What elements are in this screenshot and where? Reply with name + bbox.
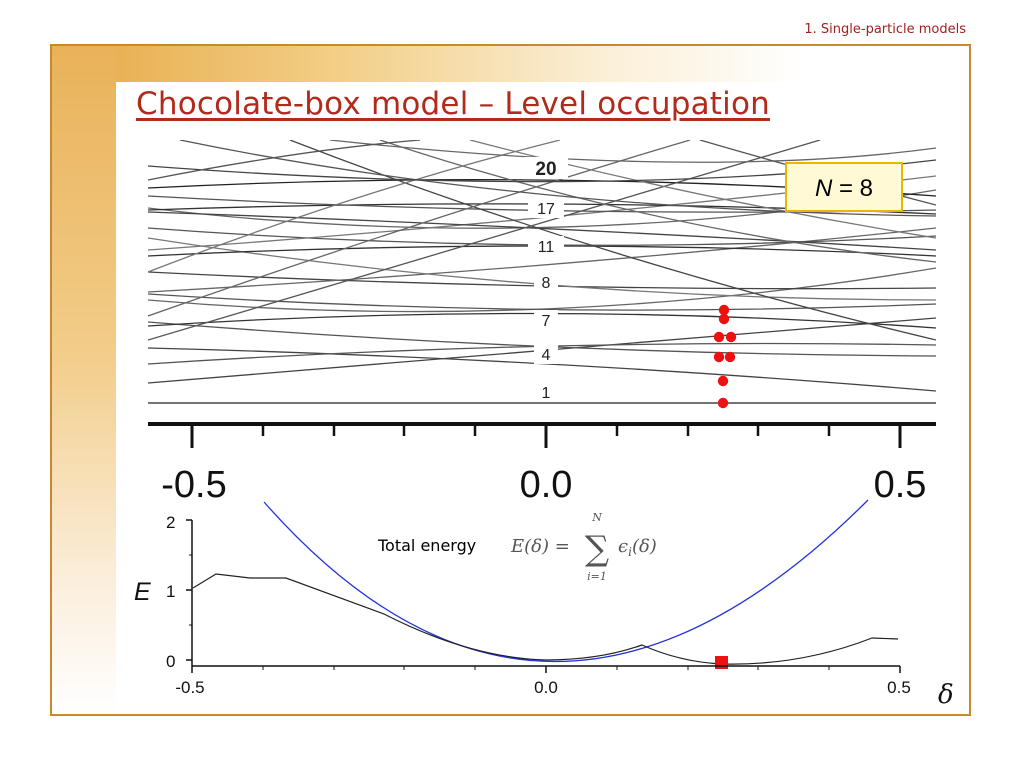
occupation-dot [718, 304, 730, 316]
total-energy-curve [192, 573, 899, 665]
level-curve [148, 140, 561, 273]
occupation-dot [725, 331, 737, 343]
lower-y-axis-label: E [134, 578, 151, 606]
level-curve [289, 140, 936, 341]
formula-summand: ϵ [618, 536, 628, 557]
lower-x-axis-label: δ [938, 680, 954, 710]
lower-y-tick-1: 1 [166, 582, 175, 601]
formula-lhs: E(δ) = [510, 536, 570, 557]
level-label-7: 7 [542, 313, 551, 330]
svg-text:N = 8: N = 8 [815, 175, 873, 202]
level-curve [179, 140, 936, 217]
lower-x-tick-half: 0.5 [887, 678, 911, 697]
upper-tick-label-half: 0.5 [874, 464, 927, 506]
lower-y-tick-2: 2 [166, 513, 175, 532]
formula-sum-symbol: ∑ [585, 529, 609, 569]
decorative-gradient-left [52, 46, 116, 714]
total-energy-plot: 2 1 0 -0.5 0.0 0.5 E δ Total energy E(δ)… [134, 499, 954, 710]
particle-count-box: N = 8 [785, 162, 903, 212]
upper-tick-label-minus-half: -0.5 [161, 464, 226, 506]
minimum-marker [715, 656, 728, 669]
occupation-dot [717, 397, 729, 409]
slide-title: Chocolate-box model – Level occupation [136, 86, 770, 122]
level-curve [148, 140, 421, 181]
svg-text:ϵi(δ): ϵi(δ) [618, 536, 657, 559]
level-curve [148, 293, 936, 311]
section-label: 1. Single-particle models [804, 22, 966, 37]
level-curve [329, 140, 936, 163]
upper-tick-label-zero: 0.0 [520, 464, 573, 506]
total-energy-label: Total energy [377, 536, 476, 555]
level-label-4: 4 [542, 347, 551, 364]
lower-y-tick-0: 0 [166, 652, 175, 671]
particle-count-symbol: N [815, 175, 833, 202]
level-curve [469, 140, 936, 239]
level-curve [148, 211, 936, 251]
level-curve [148, 227, 936, 293]
level-label-8: 8 [542, 275, 551, 292]
particle-count-value: = 8 [832, 175, 873, 202]
level-curve [148, 140, 821, 341]
lower-x-tick-zero: 0.0 [534, 678, 558, 697]
formula-sum-upper: N [591, 511, 602, 524]
lower-x-tick-minus-half: -0.5 [175, 678, 204, 697]
occupation-dot [718, 313, 730, 325]
occupation-dot [717, 375, 729, 387]
level-label-group: 20 17 11 8 7 4 1 [524, 157, 568, 402]
occupation-dot [724, 351, 736, 363]
level-label-17: 17 [537, 201, 555, 218]
level-curve [148, 140, 691, 317]
parabola-curve [263, 499, 869, 662]
total-energy-formula: E(δ) = N ∑ i=1 ϵi(δ) [510, 511, 657, 583]
formula-summand-arg: (δ) [632, 536, 657, 557]
level-curve [379, 140, 936, 263]
formula-summand-sub: i [628, 545, 632, 559]
upper-axis [148, 422, 936, 448]
occupation-dot [713, 351, 725, 363]
formula-sum-lower: i=1 [587, 570, 607, 583]
occupation-dot [713, 331, 725, 343]
level-label-11: 11 [538, 239, 555, 256]
level-label-1: 1 [542, 385, 551, 402]
level-label-20: 20 [535, 159, 556, 180]
occupation-dots [713, 304, 737, 409]
